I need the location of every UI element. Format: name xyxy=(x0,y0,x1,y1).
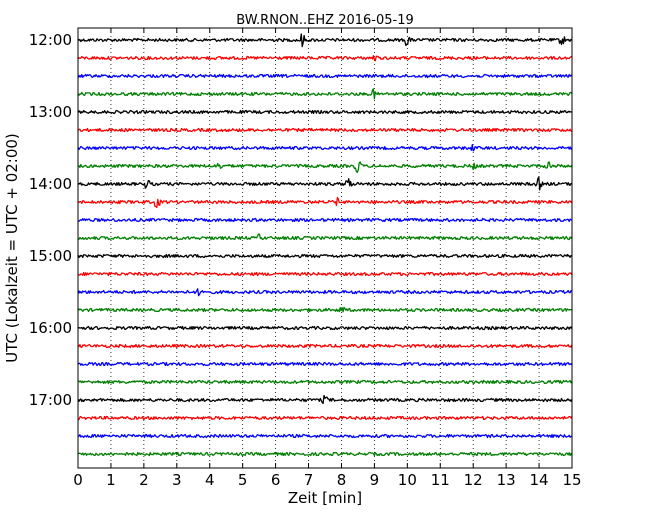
x-tick-label: 9 xyxy=(370,471,380,489)
trace-1345 xyxy=(77,161,573,173)
y-tick-label: 13:00 xyxy=(29,103,72,121)
trace-1245 xyxy=(77,88,573,100)
trace-1545 xyxy=(77,306,573,313)
trace-1600 xyxy=(77,325,573,331)
trace-1715 xyxy=(77,415,573,421)
x-tick-label: 14 xyxy=(530,471,549,489)
plot-frame xyxy=(77,27,573,469)
trace-1400 xyxy=(77,176,573,191)
trace-1515 xyxy=(77,271,573,277)
x-tick-label: 11 xyxy=(431,471,450,489)
trace-1730 xyxy=(77,433,573,439)
x-tick-label: 8 xyxy=(337,471,347,489)
trace-1530 xyxy=(77,288,573,297)
trace-1615 xyxy=(77,343,573,349)
x-tick-label: 6 xyxy=(271,471,281,489)
chart-title: BW.RNON..EHZ 2016-05-19 xyxy=(236,13,414,28)
x-gridlines xyxy=(110,28,540,468)
y-axis-label: UTC (Lokalzeit = UTC + 02:00) xyxy=(3,133,21,363)
x-tick-label: 15 xyxy=(562,471,581,489)
x-tick-label: 4 xyxy=(205,471,215,489)
trace-1230 xyxy=(77,73,573,79)
x-tick-label: 12 xyxy=(464,471,483,489)
trace-1315 xyxy=(77,127,573,133)
y-tick-label: 15:00 xyxy=(29,247,72,265)
y-tick-label: 17:00 xyxy=(29,391,72,409)
trace-1700 xyxy=(77,394,573,405)
trace-1500 xyxy=(77,253,573,259)
trace-1430 xyxy=(78,217,573,223)
trace-lines xyxy=(77,33,573,457)
axis-ticks: 0 1 2 3 4 5 6 7 8 9 10 11 12 13 14 1512:0013:0014:0015:… xyxy=(29,28,582,489)
trace-1415 xyxy=(77,196,573,209)
x-tick-label: 7 xyxy=(304,471,314,489)
trace-1645 xyxy=(77,379,573,385)
trace-1745 xyxy=(77,451,573,457)
y-tick-label: 14:00 xyxy=(29,175,72,193)
trace-1200 xyxy=(77,33,573,48)
x-tick-label: 2 xyxy=(139,471,149,489)
x-tick-label: 5 xyxy=(238,471,248,489)
x-tick-label: 3 xyxy=(172,471,182,489)
y-tick-label: 12:00 xyxy=(29,31,72,49)
trace-1215 xyxy=(77,55,572,62)
trace-1300 xyxy=(77,109,573,115)
x-tick-label: 13 xyxy=(497,471,516,489)
y-tick-label: 16:00 xyxy=(29,319,72,337)
x-axis-label: Zeit [min] xyxy=(288,489,362,507)
trace-1445 xyxy=(77,233,573,241)
trace-1630 xyxy=(77,361,573,367)
trace-1330 xyxy=(77,144,573,152)
x-tick-label: 0 xyxy=(73,471,83,489)
x-tick-label: 1 xyxy=(106,471,116,489)
x-tick-label: 10 xyxy=(398,471,417,489)
